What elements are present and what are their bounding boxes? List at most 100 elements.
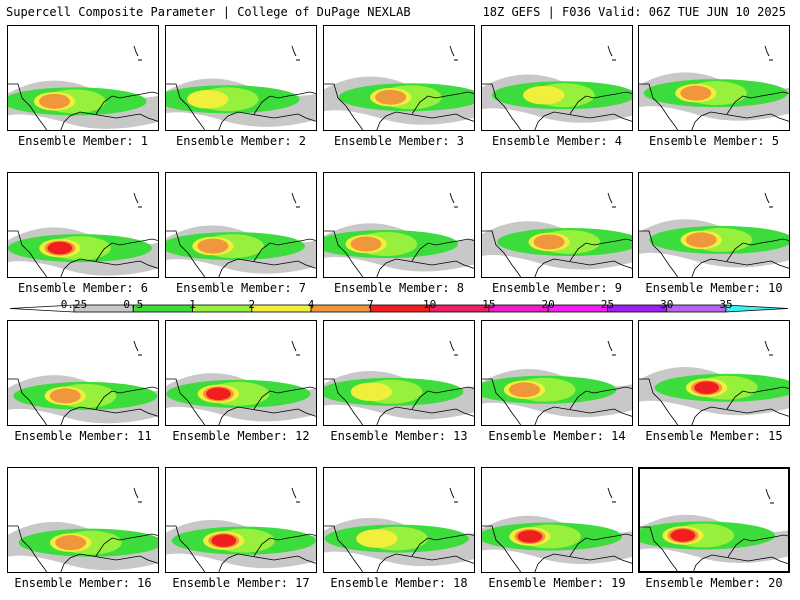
state-border xyxy=(726,238,789,262)
gulf-coast xyxy=(376,553,474,572)
scp-field-map xyxy=(8,340,158,425)
ensemble-member-label: Ensemble Member: 3 xyxy=(333,134,465,148)
gulf-coast xyxy=(60,406,158,425)
ensemble-member-map[interactable] xyxy=(481,172,633,278)
ensemble-member-map[interactable] xyxy=(638,320,790,426)
ensemble-member-label: Ensemble Member: 8 xyxy=(333,281,465,295)
ensemble-member-map[interactable] xyxy=(7,320,159,426)
gulf-coast xyxy=(534,553,632,572)
island-marks xyxy=(291,45,300,61)
colorbar-segment xyxy=(607,304,668,313)
coastline xyxy=(639,378,679,425)
ensemble-member-label: Ensemble Member: 20 xyxy=(645,576,783,590)
scp-contour-7 xyxy=(517,530,543,543)
ensemble-member-map[interactable] xyxy=(165,25,317,131)
gulf-coast xyxy=(60,553,158,572)
island-marks xyxy=(291,487,300,503)
state-border xyxy=(726,91,789,115)
state-border xyxy=(253,91,316,115)
ensemble-member-map[interactable] xyxy=(165,172,317,278)
header-valid-time: 18Z GEFS | F036 Valid: 06Z TUE JUN 10 20… xyxy=(482,5,786,19)
gulf-coast xyxy=(218,553,316,572)
ensemble-member-label: Ensemble Member: 13 xyxy=(330,429,468,443)
colorbar-tick-label: 0.25 xyxy=(60,298,88,311)
scp-contour-2 xyxy=(356,529,398,548)
ensemble-member-map[interactable] xyxy=(481,25,633,131)
coastline xyxy=(639,230,679,277)
ensemble-member-map[interactable] xyxy=(7,25,159,131)
coastline xyxy=(166,83,206,130)
ensemble-member-map[interactable] xyxy=(323,172,475,278)
ensemble-member-label: Ensemble Member: 5 xyxy=(648,134,780,148)
colorbar-tick-label: 0.5 xyxy=(123,298,144,311)
colorbar-segment xyxy=(666,304,727,313)
gulf-coast xyxy=(691,111,789,130)
gulf-coast xyxy=(534,406,632,425)
ensemble-member-map[interactable] xyxy=(7,172,159,278)
colorbar-segment xyxy=(369,304,431,313)
gulf-coast xyxy=(534,111,632,130)
ensemble-member-map[interactable] xyxy=(481,320,633,426)
scp-contour-4 xyxy=(49,388,81,404)
state-border xyxy=(569,386,632,410)
scp-contour-4 xyxy=(197,238,229,254)
scp-contour-4 xyxy=(509,382,541,398)
ensemble-member-label: Ensemble Member: 11 xyxy=(14,429,152,443)
ensemble-member-map[interactable] xyxy=(323,25,475,131)
ensemble-member-map[interactable] xyxy=(7,467,159,573)
ensemble-member-label: Ensemble Member: 4 xyxy=(491,134,623,148)
state-border xyxy=(727,534,788,558)
scp-colorbar xyxy=(9,304,789,313)
ensemble-member-map[interactable] xyxy=(638,172,790,278)
gulf-coast xyxy=(218,111,316,130)
colorbar-tick-label: 4 xyxy=(307,298,315,311)
coastline xyxy=(8,230,48,277)
state-border xyxy=(95,91,158,115)
scp-field-map xyxy=(639,340,789,425)
colorbar-tick-label: 25 xyxy=(600,298,615,311)
ensemble-member-label: Ensemble Member: 16 xyxy=(14,576,152,590)
gulf-coast xyxy=(60,111,158,130)
ensemble-member-map[interactable] xyxy=(638,467,790,573)
gulf-coast xyxy=(376,406,474,425)
scp-field-map xyxy=(639,192,789,277)
coastline xyxy=(166,230,206,277)
ensemble-member-map[interactable] xyxy=(165,467,317,573)
island-marks xyxy=(133,192,142,208)
ensemble-member-label: Ensemble Member: 15 xyxy=(645,429,783,443)
scp-contour-2 xyxy=(350,382,393,402)
coastline xyxy=(640,526,678,571)
colorbar-right-arrow xyxy=(725,304,789,313)
scp-contour-4 xyxy=(55,535,87,551)
island-marks xyxy=(607,45,616,61)
ensemble-member-label: Ensemble Member: 12 xyxy=(172,429,310,443)
colorbar-segment xyxy=(251,304,312,313)
ensemble-member-label: Ensemble Member: 17 xyxy=(172,576,310,590)
scp-field-map xyxy=(8,192,158,277)
header-title: Supercell Composite Parameter | College … xyxy=(6,5,411,19)
scp-contour-2 xyxy=(186,90,229,109)
island-marks xyxy=(764,192,773,208)
state-border xyxy=(569,238,632,262)
colorbar-tick-label: 7 xyxy=(367,298,374,311)
scp-contour-4 xyxy=(533,234,565,250)
ensemble-member-map[interactable] xyxy=(323,467,475,573)
colorbar-tick-label: 15 xyxy=(482,298,496,311)
colorbar-segment xyxy=(547,304,608,313)
ensemble-member-label: Ensemble Member: 18 xyxy=(330,576,468,590)
scp-contour-7 xyxy=(694,381,719,395)
scp-contour-4 xyxy=(39,93,71,109)
scp-contour-4 xyxy=(375,89,407,105)
island-marks xyxy=(449,340,458,356)
ensemble-member-map[interactable] xyxy=(481,467,633,573)
island-marks xyxy=(133,340,142,356)
ensemble-member-map[interactable] xyxy=(165,320,317,426)
island-marks xyxy=(607,192,616,208)
island-marks xyxy=(291,340,300,356)
ensemble-member-map[interactable] xyxy=(323,320,475,426)
scp-field-map xyxy=(324,192,474,277)
scp-contour-7 xyxy=(205,387,231,401)
ensemble-member-map[interactable] xyxy=(638,25,790,131)
coastline xyxy=(8,378,48,425)
